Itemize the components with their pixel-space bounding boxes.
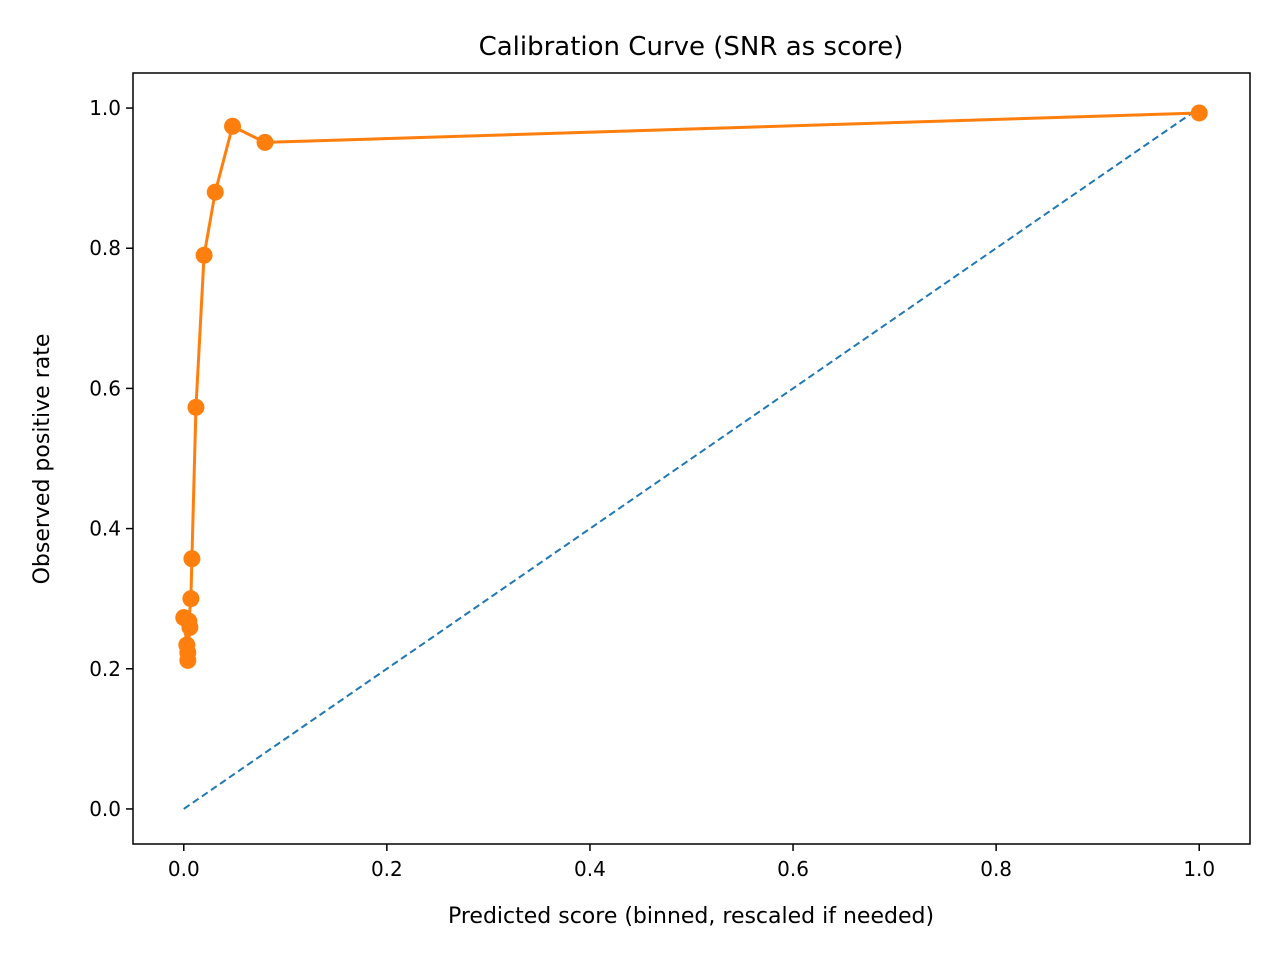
y-tick-label: 0.2	[89, 657, 121, 681]
calibration-point	[256, 133, 274, 151]
x-tick-label: 0.8	[980, 857, 1012, 881]
x-axis-label: Predicted score (binned, rescaled if nee…	[448, 904, 934, 929]
axis-ticks: 0.0 0.2 0.4 0.6 0.8 1.0 0.0 0.2 0.4 0.6 0.8 1.0	[89, 96, 1215, 881]
x-tick-label: 0.2	[371, 857, 403, 881]
calibration-point	[206, 183, 224, 201]
calibration-point	[224, 117, 242, 135]
chart-title: Calibration Curve (SNR as score)	[479, 32, 904, 62]
calibration-point	[195, 246, 213, 264]
calibration-point	[179, 644, 197, 662]
y-axis-label: Observed positive rate	[30, 334, 55, 585]
calibration-point	[1190, 104, 1208, 122]
y-tick-label: 0.0	[89, 797, 121, 821]
x-tick-label: 0.0	[168, 857, 200, 881]
plot-area	[175, 104, 1208, 810]
x-tick-label: 0.4	[574, 857, 606, 881]
calibration-curve-line	[182, 111, 1200, 662]
plot-frame	[132, 72, 1251, 845]
y-tick-label: 0.8	[89, 236, 121, 260]
y-tick-label: 0.6	[89, 376, 121, 400]
calibration-point	[182, 590, 200, 608]
calibration-point	[183, 550, 201, 568]
y-tick-label: 0.4	[89, 517, 121, 541]
x-tick-label: 1.0	[1183, 857, 1215, 881]
y-tick-label: 1.0	[89, 96, 121, 120]
calibration-point	[187, 398, 205, 416]
x-tick-label: 0.6	[777, 857, 809, 881]
calibration-point	[180, 612, 198, 630]
perfect-calibration-line	[183, 107, 1200, 810]
